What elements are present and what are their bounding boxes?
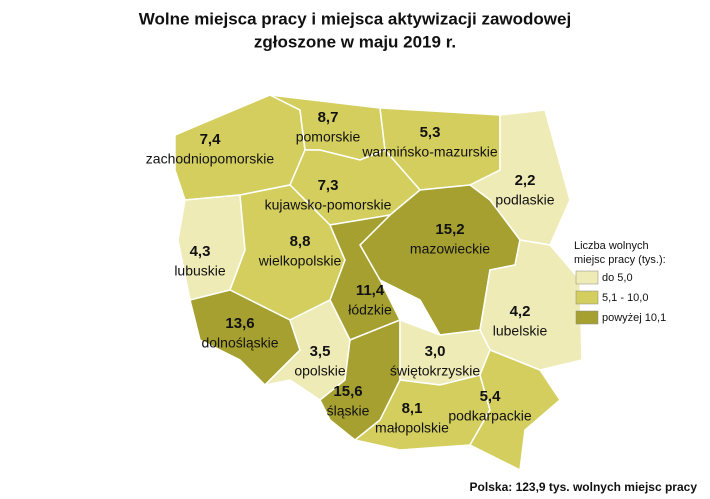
region-name: świętokrzyskie bbox=[390, 363, 480, 379]
value-label: 3,0 bbox=[425, 343, 446, 360]
region-name: pomorskie bbox=[296, 129, 361, 145]
value-label: 8,1 bbox=[402, 400, 423, 417]
value-label: 4,2 bbox=[510, 303, 531, 320]
value-label: 8,7 bbox=[318, 109, 339, 126]
legend-label: 5,1 - 10,0 bbox=[602, 292, 648, 304]
legend-swatch bbox=[575, 310, 599, 325]
value-label: 8,8 bbox=[290, 233, 311, 250]
region-name: łódzkie bbox=[348, 302, 392, 318]
value-label: 5,4 bbox=[480, 388, 502, 405]
region-name: zachodniopomorskie bbox=[146, 151, 275, 167]
legend-swatch bbox=[575, 270, 599, 285]
region-name: lubelskie bbox=[493, 323, 548, 339]
value-label: 13,6 bbox=[225, 315, 254, 332]
title-line: zgłoszone w maju 2019 r. bbox=[254, 32, 456, 51]
region-name: mazowieckie bbox=[410, 241, 490, 257]
value-label: 5,3 bbox=[420, 124, 441, 141]
legend-title: Liczba wolnych bbox=[574, 240, 649, 252]
note: Polska: 123,9 tys. wolnych miejsc pracy bbox=[470, 480, 698, 494]
region-name: opolskie bbox=[294, 363, 346, 379]
value-label: 15,2 bbox=[435, 221, 464, 238]
value-label: 11,4 bbox=[356, 282, 385, 299]
region-name: podlaskie bbox=[495, 192, 554, 208]
legend-title: miejsc pracy (tys.): bbox=[574, 254, 666, 266]
region bbox=[468, 349, 561, 472]
value-label: 7,3 bbox=[318, 177, 339, 194]
region-name: warmińsko-mazurskie bbox=[361, 144, 498, 160]
value-label: 7,4 bbox=[200, 131, 222, 148]
legend-label: powyżej 10,1 bbox=[602, 312, 666, 324]
region bbox=[262, 298, 351, 401]
region-name: dolnośląskie bbox=[201, 335, 278, 351]
value-label: 15,6 bbox=[333, 383, 362, 400]
legend-label: do 5,0 bbox=[602, 272, 633, 284]
value-label: 3,5 bbox=[310, 343, 331, 360]
region-name: podkarpackie bbox=[448, 408, 531, 424]
region-name: wielkopolskie bbox=[258, 253, 342, 269]
value-label: 2,2 bbox=[515, 172, 536, 189]
region-name: lubuskie bbox=[174, 263, 226, 279]
labels: 7,4 zachodniopomorskie 8,7 pomorskie 5,3 warm… bbox=[146, 109, 555, 436]
region-name: śląskie bbox=[327, 403, 370, 419]
region bbox=[174, 94, 306, 201]
legend-swatch bbox=[575, 290, 599, 305]
region-name: małopolskie bbox=[375, 420, 449, 436]
title-line: Wolne miejsca pracy i miejsca aktywizacj… bbox=[139, 9, 571, 28]
region-name: kujawsko-pomorskie bbox=[265, 197, 392, 213]
value-label: 4,3 bbox=[190, 243, 211, 260]
regions bbox=[174, 94, 583, 472]
